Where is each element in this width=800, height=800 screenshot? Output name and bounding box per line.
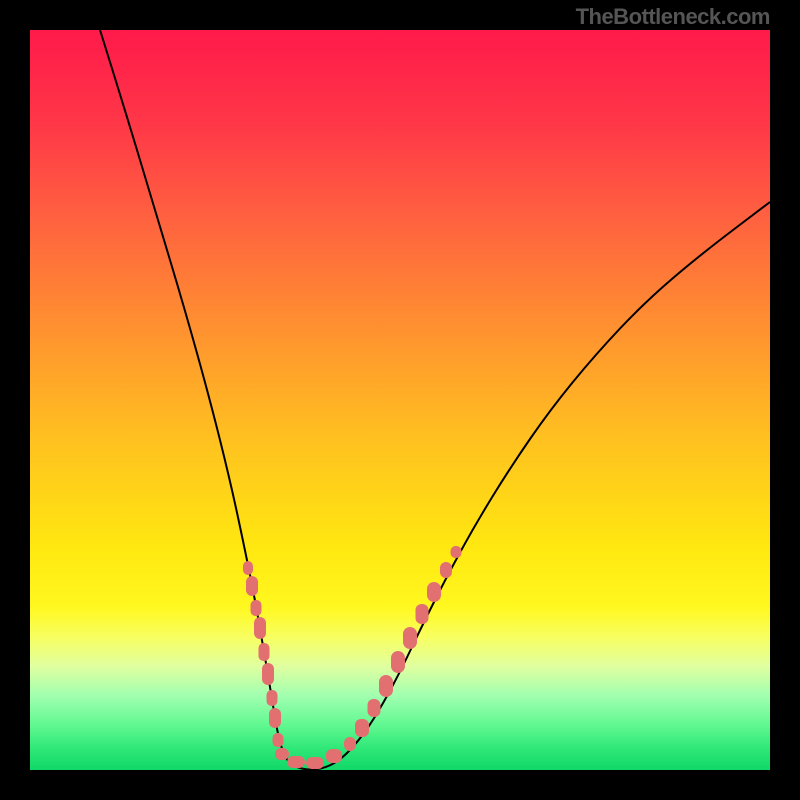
data-marker xyxy=(275,748,289,760)
plot-area xyxy=(30,30,770,770)
data-marker xyxy=(243,561,253,575)
data-marker xyxy=(403,627,417,649)
data-marker xyxy=(251,600,262,616)
chart-container: TheBottleneck.com xyxy=(0,0,800,800)
data-marker xyxy=(391,651,405,673)
data-marker xyxy=(269,708,281,728)
data-marker xyxy=(273,733,284,747)
data-marker xyxy=(451,546,462,558)
data-marker xyxy=(344,737,356,751)
data-marker xyxy=(416,604,429,624)
data-marker xyxy=(440,562,452,578)
watermark-text: TheBottleneck.com xyxy=(576,4,770,30)
data-marker xyxy=(287,756,305,768)
data-marker xyxy=(246,576,258,596)
data-marker xyxy=(427,582,441,602)
data-marker xyxy=(267,690,278,706)
data-marker xyxy=(254,617,266,639)
data-marker xyxy=(379,675,393,697)
data-marker xyxy=(306,757,324,769)
data-marker xyxy=(326,749,342,763)
bottleneck-curve xyxy=(100,30,770,770)
curve-layer xyxy=(30,30,770,770)
data-marker xyxy=(262,663,274,685)
data-marker xyxy=(368,699,381,717)
data-marker xyxy=(259,643,270,661)
data-markers xyxy=(243,546,462,769)
data-marker xyxy=(355,719,369,737)
